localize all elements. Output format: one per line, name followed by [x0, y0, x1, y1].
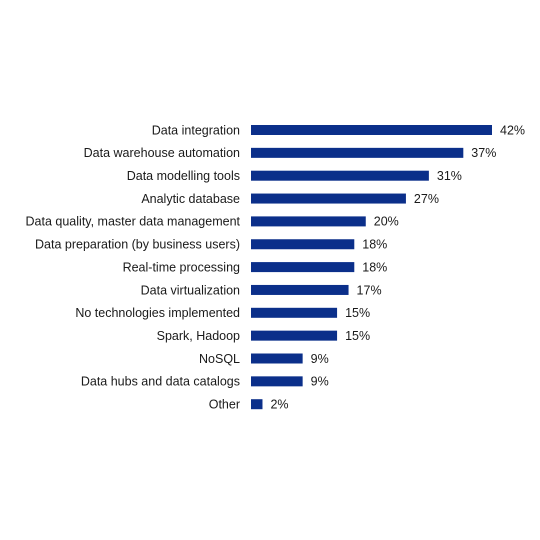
value-label-data-preparation-by-business-users: 18% — [362, 238, 387, 252]
category-label-data-integration: Data integration — [152, 123, 240, 137]
bar-real-time-processing — [251, 262, 355, 273]
bar-analytic-database — [251, 193, 406, 204]
value-label-data-quality-master-data-management: 20% — [374, 215, 399, 229]
value-label-no-technologies-implemented: 15% — [345, 306, 370, 320]
category-label-data-hubs-and-data-catalogs: Data hubs and data catalogs — [81, 375, 240, 389]
bar-data-warehouse-automation — [251, 147, 464, 158]
value-label-data-modelling-tools: 31% — [437, 169, 462, 183]
bar-nosql — [251, 353, 303, 364]
value-labels-group: 42% 37% 31% 27% 20% 18% 18% 17% 15% 15% 9% 9% 2% — [270, 123, 525, 411]
category-label-data-warehouse-automation: Data warehouse automation — [84, 146, 240, 160]
category-label-spark-hadoop: Spark, Hadoop — [157, 329, 240, 343]
value-label-spark-hadoop: 15% — [345, 329, 370, 343]
value-label-other: 2% — [270, 398, 288, 412]
bar-other — [251, 399, 263, 410]
value-label-data-hubs-and-data-catalogs: 9% — [311, 375, 329, 389]
category-label-data-quality-master-data-management: Data quality, master data management — [26, 215, 241, 229]
category-label-data-modelling-tools: Data modelling tools — [127, 169, 240, 183]
value-label-data-warehouse-automation: 37% — [471, 146, 496, 160]
category-label-nosql: NoSQL — [199, 352, 240, 366]
bar-data-preparation-by-business-users — [251, 239, 355, 250]
bars-group — [251, 125, 492, 410]
category-labels-group: Data integration Data warehouse automatio… — [26, 123, 241, 411]
value-label-analytic-database: 27% — [414, 192, 439, 206]
category-label-real-time-processing: Real-time processing — [123, 260, 240, 274]
value-label-data-integration: 42% — [500, 123, 525, 137]
bar-spark-hadoop — [251, 330, 338, 341]
category-label-no-technologies-implemented: No technologies implemented — [75, 306, 240, 320]
bar-data-hubs-and-data-catalogs — [251, 376, 303, 387]
bar-data-integration — [251, 125, 492, 135]
bar-data-modelling-tools — [251, 170, 429, 181]
category-label-analytic-database: Analytic database — [141, 192, 240, 206]
category-label-data-virtualization: Data virtualization — [141, 283, 240, 297]
value-label-real-time-processing: 18% — [362, 260, 387, 274]
bar-no-technologies-implemented — [251, 307, 338, 318]
value-label-data-virtualization: 17% — [357, 283, 382, 297]
value-label-nosql: 9% — [311, 352, 329, 366]
category-label-data-preparation-by-business-users: Data preparation (by business users) — [35, 238, 240, 252]
category-label-other: Other — [209, 398, 240, 412]
bar-data-virtualization — [251, 284, 349, 295]
bar-data-quality-master-data-management — [251, 216, 366, 227]
